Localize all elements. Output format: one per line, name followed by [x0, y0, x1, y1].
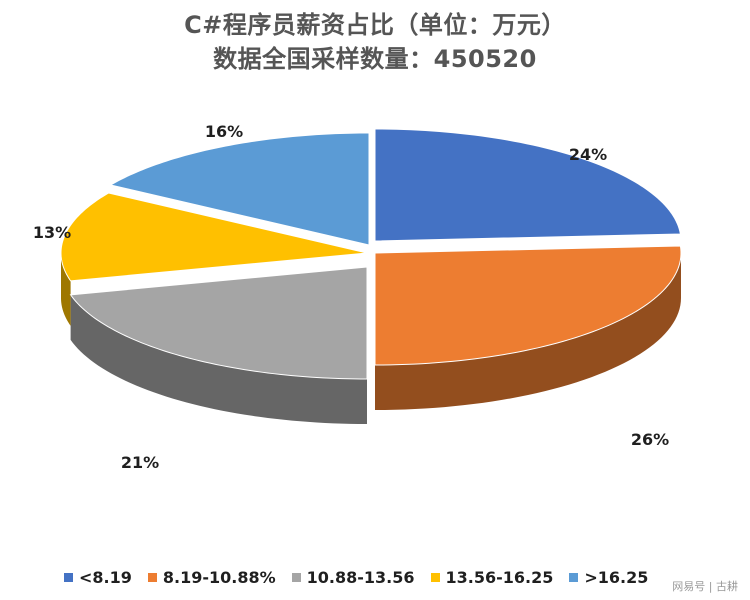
pie-slice-4	[109, 132, 370, 246]
legend-swatch	[569, 573, 579, 582]
chart-title: C#程序员薪资占比（单位：万元）	[184, 11, 566, 39]
legend-label: >16.25	[584, 568, 649, 587]
pie-sides	[61, 253, 681, 424]
legend-item: >16.25	[569, 568, 648, 587]
title-block: C#程序员薪资占比（单位：万元） 数据全国采样数量：450520	[0, 8, 750, 76]
legend-item: 13.56-16.25	[430, 568, 554, 587]
slice-value-label: 21%	[121, 453, 159, 472]
legend-item: 8.19-10.88%	[147, 568, 276, 587]
pie-side-1	[375, 253, 681, 410]
slice-value-label: 24%	[569, 145, 607, 164]
pie-labels: 24% 26% 21% 13% 16%	[33, 122, 669, 472]
pie-slice-2	[69, 266, 368, 380]
legend-swatch	[291, 573, 301, 582]
legend-label: <8.19	[79, 568, 132, 587]
slice-value-label: 26%	[631, 430, 669, 449]
legend-swatch	[430, 573, 440, 582]
pie-side-3	[61, 253, 71, 326]
chart-subtitle: 数据全国采样数量：450520	[213, 45, 537, 73]
legend-label: 10.88-13.56	[306, 568, 415, 587]
pie-slice-0	[374, 128, 682, 242]
slice-value-label: 16%	[205, 122, 243, 141]
pie-slices	[60, 128, 682, 380]
legend-label: 8.19-10.88%	[162, 568, 276, 587]
watermark: 网易号 | 古耕	[672, 580, 738, 593]
slice-value-label: 13%	[33, 223, 71, 242]
pie-slice-1	[374, 245, 682, 366]
legend-item: <8.19	[64, 568, 132, 587]
legend-label: 13.56-16.25	[445, 568, 554, 587]
legend-swatch	[64, 573, 73, 582]
pie-side-2	[70, 294, 368, 424]
legend-item: 10.88-13.56	[291, 568, 415, 587]
legend: <8.19 8.19-10.88% 10.88-13.56 13.56-16.25 >1…	[64, 568, 648, 587]
legend-swatch	[147, 573, 157, 582]
pie-slice-3	[60, 192, 368, 282]
